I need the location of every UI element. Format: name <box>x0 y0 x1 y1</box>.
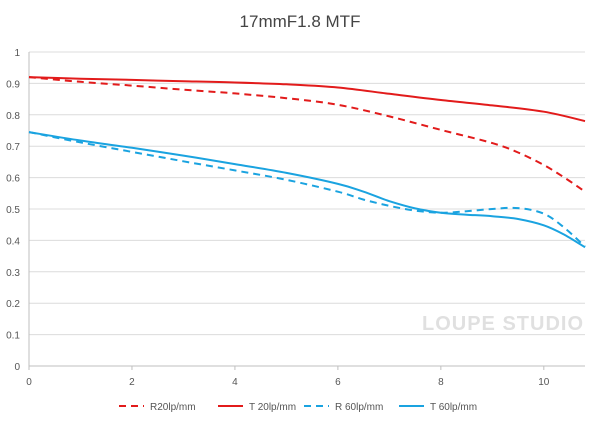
y-tick-label: 0.7 <box>6 142 20 153</box>
y-tick-label: 1 <box>14 48 20 59</box>
series-layer <box>28 76 586 249</box>
grid-layer <box>29 51 585 367</box>
legend-label: T 60lp/mm <box>430 402 477 413</box>
x-tick-label: 8 <box>438 377 444 388</box>
y-tick-label: 0.3 <box>6 268 20 279</box>
y-tick-label: 0.8 <box>6 111 20 122</box>
legend-label: R20lp/mm <box>150 402 196 413</box>
series-line-3 <box>28 131 586 248</box>
series-line-4 <box>28 131 586 249</box>
legend: R20lp/mm T 20lp/mm R 60lp/mm T 60lp/mm <box>119 402 477 413</box>
x-tick-label: 4 <box>232 377 238 388</box>
y-tick-label: 0.4 <box>6 236 20 247</box>
y-tick-label: 0.5 <box>6 205 20 216</box>
series-line-2 <box>28 76 586 123</box>
y-tick-label: 0.2 <box>6 299 20 310</box>
y-tick-label: 0.6 <box>6 174 20 185</box>
y-tick-label: 0 <box>14 362 20 373</box>
axis-layer: 00.10.20.30.40.50.60.70.80.910 2 4 6 8 10 <box>6 48 585 388</box>
legend-label: R 60lp/mm <box>335 402 383 413</box>
x-tick-label: 10 <box>538 377 550 388</box>
watermark-logo: LOUPE STUDIO <box>422 313 584 335</box>
series-line-1 <box>28 76 586 193</box>
x-tick-label: 6 <box>335 377 341 388</box>
chart-title: 17mmF1.8 MTF <box>240 12 361 31</box>
y-tick-label: 0.1 <box>6 331 20 342</box>
x-tick-label: 0 <box>26 377 32 388</box>
legend-label: T 20lp/mm <box>249 402 296 413</box>
y-tick-label: 0.9 <box>6 79 20 90</box>
x-tick-label: 2 <box>129 377 135 388</box>
